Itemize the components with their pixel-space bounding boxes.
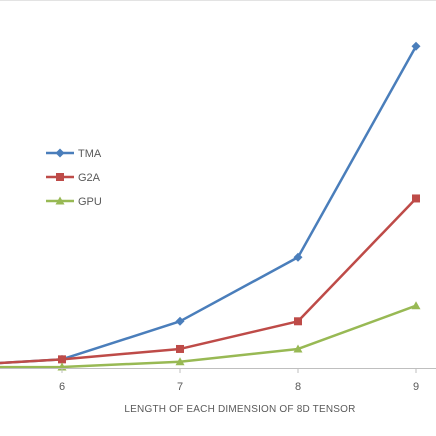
x-axis-ticks: 6 7 8 9 — [59, 368, 419, 393]
data-point — [175, 316, 185, 326]
data-point — [294, 317, 302, 326]
legend-marker — [56, 173, 64, 181]
series-line — [0, 45, 418, 365]
series-g2a — [0, 194, 420, 365]
data-point — [175, 357, 185, 366]
x-tick-label: 7 — [177, 381, 183, 393]
data-point — [293, 252, 303, 262]
x-tick-label: 9 — [413, 381, 419, 393]
x-tick-label: 8 — [295, 381, 301, 393]
series-line — [0, 197, 417, 365]
legend-marker — [55, 148, 65, 158]
data-point — [412, 194, 420, 203]
data-point — [58, 355, 66, 364]
legend-label: TMA — [78, 148, 102, 160]
x-tick-label: 6 — [59, 381, 65, 393]
legend-item-gpu: GPU — [46, 196, 102, 208]
legend-marker — [55, 196, 65, 205]
legend-label: G2A — [78, 172, 101, 184]
x-axis-title: LENGTH OF EACH DIMENSION OF 8D TENSOR — [124, 404, 355, 415]
data-point — [411, 301, 421, 310]
legend: TMA G2A GPU — [46, 148, 102, 208]
series-layer — [0, 41, 421, 371]
legend-item-g2a: G2A — [46, 172, 101, 184]
data-point — [411, 41, 421, 51]
data-point — [293, 344, 303, 353]
legend-label: GPU — [78, 196, 102, 208]
legend-item-tma: TMA — [46, 148, 102, 160]
data-point — [176, 344, 184, 353]
